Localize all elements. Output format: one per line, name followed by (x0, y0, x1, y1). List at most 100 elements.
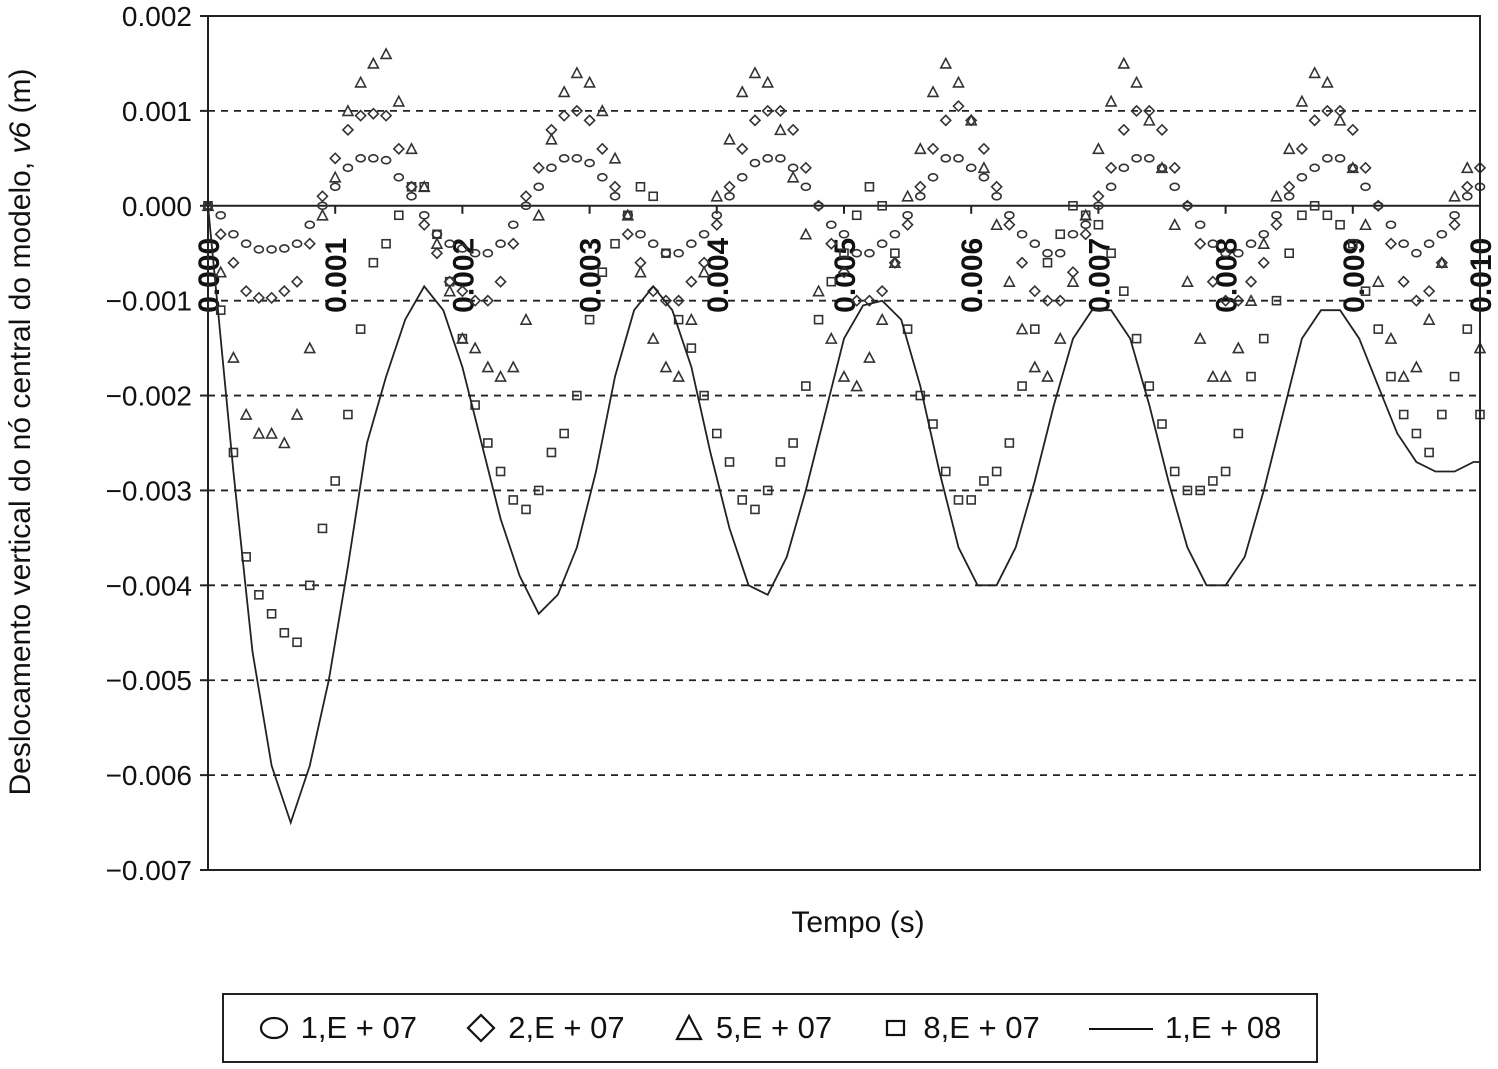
triangle-point (277, 436, 291, 449)
square-point (1246, 371, 1256, 382)
y-tick-label: −0.006 (106, 760, 192, 791)
circle-point (329, 182, 341, 192)
diamond-point (418, 218, 431, 231)
square-point (622, 210, 633, 221)
circle-point (266, 245, 277, 254)
circle-point (495, 239, 506, 249)
triangle-point (1041, 369, 1054, 382)
diamond-point (863, 294, 876, 307)
triangle-point (1053, 331, 1067, 344)
circle-point (724, 191, 735, 201)
triangle-point (659, 360, 673, 373)
square-point (686, 343, 697, 353)
x-axis-ticks: 0.000 0.001 0.002 0.003 0.004 0.005 0.006 0.007… (193, 205, 1498, 313)
triangle-point (1231, 341, 1245, 354)
circle-point (1029, 239, 1041, 249)
circle-point (991, 191, 1002, 201)
circle-point (1016, 229, 1028, 239)
triangle-point (1142, 113, 1156, 126)
diamond-point (1092, 190, 1105, 203)
diamond-point (558, 109, 571, 122)
circle-point (647, 239, 659, 249)
square-point (1335, 219, 1345, 230)
diamond-point (952, 100, 965, 113)
y-axis-title: Deslocamento vertical do nó central do m… (4, 68, 37, 795)
triangle-point (964, 113, 978, 126)
diamond-point (532, 161, 545, 174)
square-point (1119, 286, 1129, 296)
circle-point (1067, 229, 1079, 239)
y-axis-title-unit: (m) (4, 68, 37, 121)
circle-point (1143, 154, 1155, 163)
square-point (254, 590, 264, 600)
circle-point (1220, 248, 1231, 258)
diamond-point (1168, 161, 1181, 174)
triangle-point (265, 426, 278, 439)
triangle-point (774, 123, 787, 136)
triangle-point (481, 360, 495, 373)
circle-point (368, 154, 379, 163)
triangle-point (1244, 293, 1258, 306)
legend-item: 5,E + 07 (674, 1010, 832, 1046)
circle-point (584, 158, 595, 168)
square-point (724, 457, 735, 467)
triangle-point (1308, 66, 1321, 79)
circle-point (1360, 182, 1371, 192)
square-point (1144, 381, 1155, 391)
circle-point (597, 173, 608, 182)
triangle-point (506, 360, 520, 373)
triangle-point (1282, 142, 1296, 155)
triangle-point (443, 284, 457, 297)
circle-point (533, 182, 545, 192)
square-point (1449, 371, 1460, 382)
triangle-point (1206, 369, 1220, 382)
square-point (1182, 485, 1193, 496)
circle-point (380, 155, 392, 165)
x-tick-label: 0.010 (1465, 238, 1498, 313)
square-point (1195, 485, 1205, 496)
diamond-point (1257, 256, 1270, 269)
diamond-point (392, 142, 405, 155)
circle-point (507, 220, 519, 230)
diamond-point (430, 247, 444, 260)
circle-point (571, 154, 583, 163)
diamond-point (901, 218, 914, 231)
diamond-point (379, 109, 393, 122)
diamond-point (1015, 256, 1029, 269)
circle-point (418, 210, 430, 220)
diamond-point (799, 161, 812, 174)
diamond-point (252, 291, 266, 304)
square-point (521, 504, 531, 515)
triangle-point (1092, 142, 1105, 155)
circle-point (444, 239, 455, 249)
square-point (317, 523, 328, 534)
x-tick-label: 0.007 (1083, 238, 1116, 313)
diamond-point (926, 142, 940, 155)
circle-point (546, 163, 557, 173)
circle-point (1105, 182, 1117, 192)
legend-symbol-line (1089, 1028, 1153, 1030)
square-point (457, 333, 468, 344)
square-point (228, 447, 239, 458)
diamond-point (876, 285, 889, 298)
diamond-point (710, 218, 723, 231)
circle-point (762, 154, 773, 163)
circle-point (686, 239, 697, 249)
triangle-point (1066, 274, 1080, 287)
square-point (1284, 248, 1294, 259)
series-triangle (201, 47, 1487, 449)
triangle-point (875, 312, 889, 325)
x-tick-label: 0.000 (193, 238, 226, 313)
square-point (304, 580, 315, 591)
diamond-point (977, 142, 991, 155)
triangle-point (239, 407, 253, 420)
diamond-point (850, 294, 863, 307)
square-point (648, 191, 659, 202)
square-point (737, 495, 748, 505)
circle-point (406, 191, 417, 201)
circle-point (660, 248, 672, 258)
triangle-point (1397, 369, 1411, 382)
square-point (915, 390, 926, 401)
diamond-point (1359, 161, 1372, 174)
square-point (610, 238, 620, 249)
